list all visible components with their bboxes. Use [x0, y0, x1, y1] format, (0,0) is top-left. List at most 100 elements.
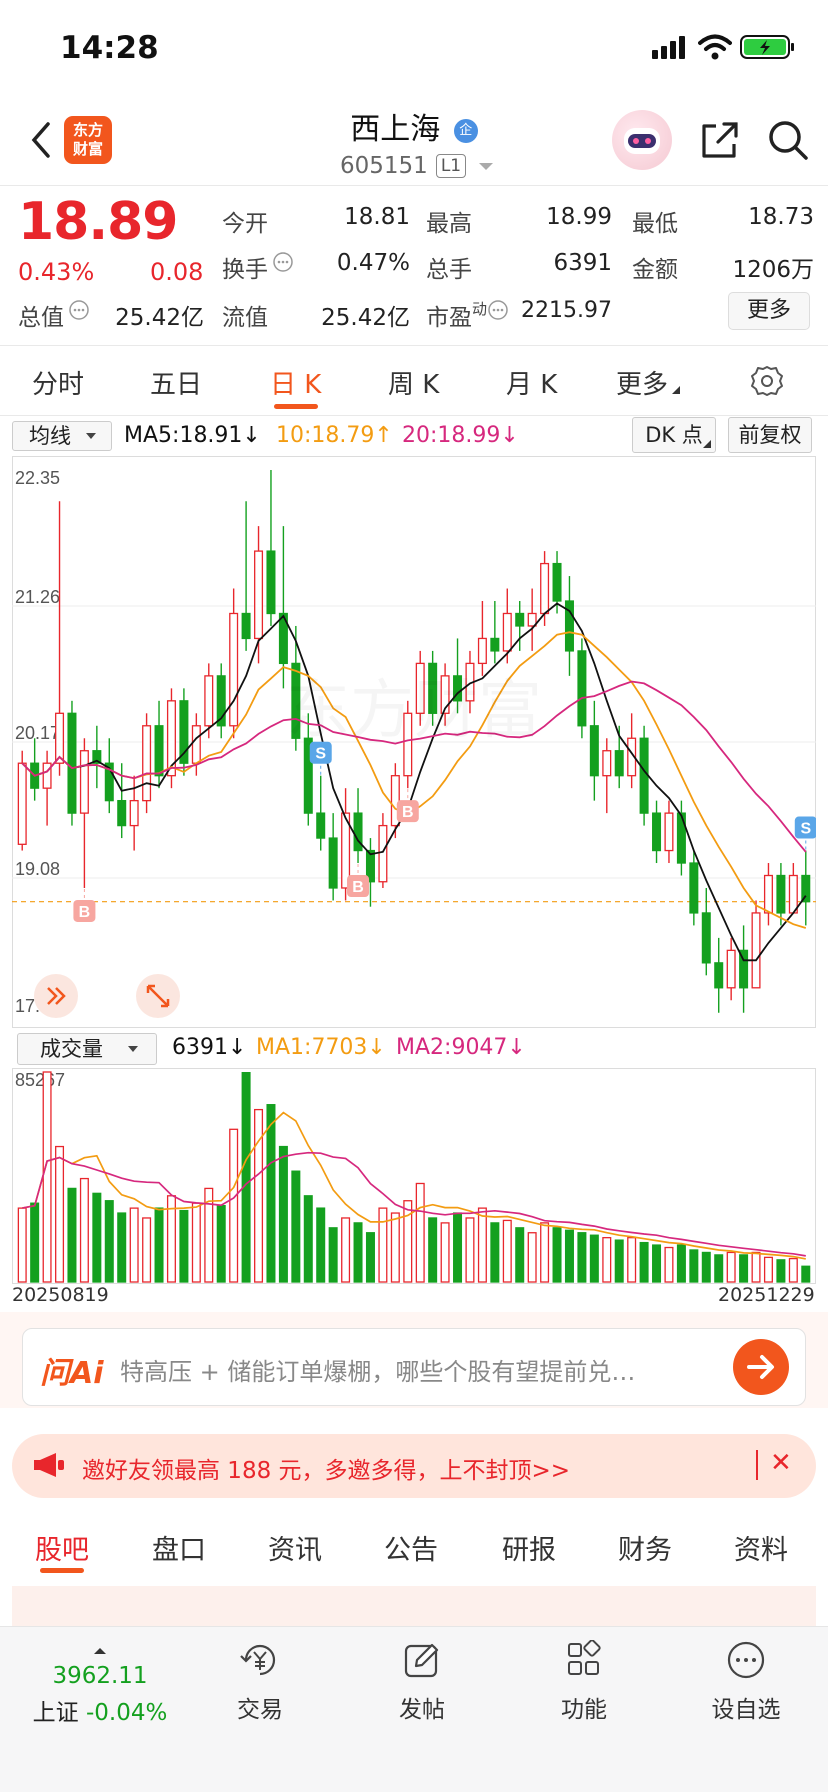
volume-bar	[291, 1170, 301, 1283]
candle	[664, 812, 674, 852]
tab-profile[interactable]: 资料	[734, 1535, 788, 1566]
candle	[614, 750, 624, 777]
signal-label: S	[315, 746, 326, 763]
signal-label: B	[79, 904, 91, 921]
candle	[801, 874, 811, 903]
candle	[652, 812, 662, 852]
index-name: 上证	[32, 1700, 79, 1726]
y-tick-label: 21.26	[15, 587, 60, 607]
expand-panel-button[interactable]	[34, 974, 78, 1018]
nav-post[interactable]: 发帖	[362, 1640, 482, 1724]
status-time: 14:28	[60, 30, 159, 66]
pe-label[interactable]: 市盈 动	[426, 298, 509, 332]
candle	[341, 812, 351, 889]
nav-customize[interactable]: 设自选	[686, 1640, 806, 1724]
robot-icon	[624, 128, 660, 154]
bottom-nav	[0, 1626, 828, 1792]
megaphone-icon	[34, 1453, 64, 1477]
ai-prompt-text[interactable]: 特高压 + 储能订单爆棚，哪些个股有望提前兑…	[120, 1358, 636, 1386]
content-card-peek	[12, 1586, 816, 1626]
market-cap-label[interactable]: 总值	[18, 298, 90, 332]
signal-label: S	[800, 821, 811, 838]
volume-bar	[254, 1108, 264, 1283]
promo-text[interactable]: 邀好友领最高 188 元，多邀多得，上不封顶>>	[82, 1458, 571, 1484]
index-change: -0.04%	[85, 1700, 168, 1726]
volume-bar	[403, 1200, 413, 1283]
corner-triangle-icon	[703, 440, 711, 448]
adjust-button[interactable]: 前复权	[728, 417, 812, 453]
candle	[701, 912, 711, 964]
signal-badge	[794, 816, 816, 839]
candle	[776, 874, 786, 914]
turnover-label[interactable]: 换手	[222, 250, 294, 284]
search-icon[interactable]	[766, 118, 810, 162]
tab-more[interactable]: 更多	[616, 364, 682, 401]
tab-forum[interactable]: 股吧	[35, 1535, 89, 1566]
volume-bar	[390, 1212, 400, 1283]
change-percent: 0.43%	[18, 258, 95, 286]
divider	[0, 185, 828, 186]
ai-prompt-box[interactable]	[22, 1328, 806, 1406]
promo-banner[interactable]	[12, 1434, 816, 1498]
candle	[104, 762, 114, 802]
candle	[540, 562, 550, 615]
more-quote-button[interactable]: 更多	[728, 292, 810, 330]
tab-daily-k[interactable]: 日 K	[270, 370, 322, 400]
volume-bar	[17, 1207, 27, 1283]
volume-bar	[216, 1205, 226, 1283]
volume-bar	[714, 1254, 724, 1283]
ai-go-button[interactable]	[733, 1339, 789, 1395]
tab-weekly-k[interactable]: 周 K	[388, 370, 440, 400]
dk-point-button[interactable]: DK 点	[632, 417, 716, 453]
stock-code-row[interactable]: 605151 L1	[340, 150, 496, 182]
candle	[92, 750, 102, 764]
volume-chart[interactable]: 85267	[12, 1068, 816, 1284]
volume-bar	[79, 1177, 89, 1283]
more-info-icon	[69, 300, 89, 320]
candle	[316, 812, 326, 839]
volume-bar	[701, 1251, 711, 1283]
ma-line-ma5	[21, 602, 807, 962]
tab-news[interactable]: 资讯	[268, 1535, 322, 1566]
tab-order-book[interactable]: 盘口	[152, 1535, 206, 1566]
ai-robot-avatar[interactable]	[612, 110, 672, 170]
ma20-value: 20:18.99↓	[402, 423, 519, 448]
signal-label: B	[402, 804, 414, 821]
volume-bar	[229, 1128, 239, 1283]
volume-bar	[564, 1229, 574, 1283]
tab-financials[interactable]: 财务	[618, 1535, 672, 1566]
close-icon[interactable]: ✕	[770, 1448, 792, 1478]
volume-ma1: MA1:7703↓	[256, 1035, 386, 1060]
back-arrow-icon[interactable]	[26, 118, 56, 162]
ma-selector[interactable]: 均线	[12, 421, 112, 451]
indicator-selector[interactable]: 成交量	[17, 1033, 157, 1065]
candle	[266, 550, 276, 615]
volume-bar	[440, 1222, 450, 1283]
tab-announcements[interactable]: 公告	[384, 1535, 438, 1566]
candle	[365, 849, 375, 883]
volume-ma2: MA2:9047↓	[396, 1035, 526, 1060]
volume-label: 总手	[426, 257, 472, 283]
signal-badge	[396, 800, 419, 823]
volume-bar	[129, 1207, 139, 1283]
tab-research[interactable]: 研报	[502, 1535, 556, 1566]
nav-functions[interactable]: 功能	[524, 1639, 644, 1724]
candle	[415, 662, 425, 714]
tab-monthly-k[interactable]: 月 K	[506, 370, 558, 400]
chart-frame	[12, 1068, 816, 1284]
tab-intraday[interactable]: 分时	[32, 370, 85, 400]
volume-bar	[552, 1227, 562, 1283]
nav-trade[interactable]: 交易	[200, 1640, 320, 1724]
app-logo: 东方 财富	[64, 116, 112, 164]
edit-icon	[404, 1643, 439, 1678]
more-info-icon	[488, 300, 508, 320]
tab-five-day[interactable]: 五日	[150, 370, 203, 400]
gear-icon[interactable]	[750, 364, 784, 398]
share-icon[interactable]	[698, 118, 742, 162]
volume-bar	[30, 1202, 40, 1283]
index-ticker[interactable]: 3962.11 上证 -0.04%	[20, 1640, 180, 1727]
level-badge: L1	[435, 154, 467, 178]
volume-bar	[589, 1234, 599, 1283]
fullscreen-button[interactable]	[136, 974, 180, 1018]
